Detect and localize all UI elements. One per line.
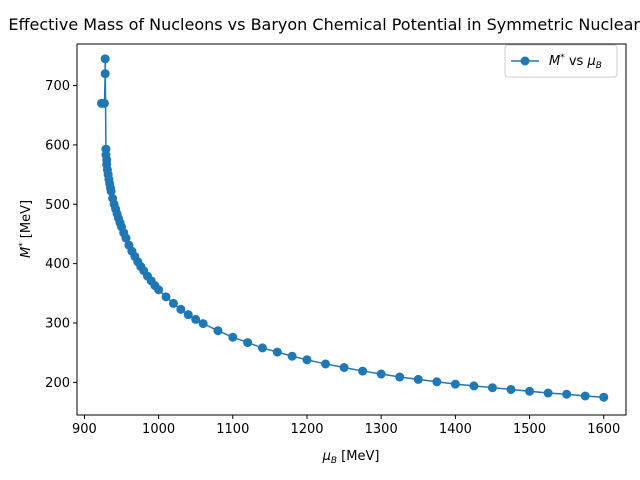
plot-frame <box>76 43 627 416</box>
legend-sup: * <box>560 53 565 63</box>
data-point <box>257 343 267 353</box>
data-point <box>562 389 572 399</box>
x-axis-label-unit: [MeV] <box>337 449 379 464</box>
data-point <box>106 186 116 196</box>
data-point <box>580 391 590 401</box>
data-point <box>432 377 442 387</box>
x-tick-label: 1200 <box>290 422 323 437</box>
y-tick-label: 600 <box>45 138 70 153</box>
data-point <box>469 381 479 391</box>
data-point <box>450 379 460 389</box>
data-point <box>243 338 253 348</box>
x-axis-label-symbol: μ <box>322 449 331 464</box>
data-point <box>321 359 331 369</box>
x-ticks: 900 1000 1100 1200 1300 1400 1500 1600 <box>72 415 620 437</box>
data-point <box>154 285 164 295</box>
data-point <box>543 388 553 398</box>
y-tick-label: 700 <box>45 79 70 94</box>
data-point <box>395 372 405 382</box>
legend-marker-swatch <box>520 56 530 66</box>
legend-entry-label: M* vs μB <box>549 53 602 71</box>
data-point <box>413 374 423 384</box>
data-point <box>358 366 368 376</box>
data-point <box>99 98 109 108</box>
y-axis-label-symbol: M <box>19 247 34 258</box>
y-axis-label: M* [MeV] <box>18 200 34 258</box>
y-tick-label: 500 <box>45 198 70 213</box>
x-axis-label: μB [MeV] <box>322 449 380 466</box>
y-tick-label: 200 <box>45 376 70 391</box>
plot-area: 900 1000 1100 1200 1300 1400 1500 1600 200 300 40… <box>45 43 627 437</box>
y-tick-label: 400 <box>45 257 70 272</box>
x-tick-label: 1400 <box>439 422 472 437</box>
data-point <box>272 347 282 357</box>
y-axis-label-unit: [MeV] <box>19 200 34 242</box>
chart-title: Effective Mass of Nucleons vs Baryon Che… <box>8 15 640 34</box>
data-point <box>506 384 516 394</box>
data-point <box>525 386 535 396</box>
data-point <box>168 298 178 308</box>
legend: M* vs μB <box>504 44 618 78</box>
legend-sub: B <box>596 61 602 71</box>
legend-m: M <box>549 54 560 69</box>
y-tick-label: 300 <box>45 316 70 331</box>
legend-mu: μ <box>586 54 595 69</box>
data-point <box>191 314 201 324</box>
data-point <box>100 54 110 64</box>
data-point <box>228 332 238 342</box>
data-point <box>487 383 497 393</box>
y-axis-label-superscript: * <box>18 242 28 247</box>
x-tick-label: 1100 <box>216 422 249 437</box>
data-point <box>183 310 193 320</box>
data-point <box>287 351 297 361</box>
data-point <box>599 392 609 402</box>
x-tick-label: 1300 <box>365 422 398 437</box>
data-point <box>100 69 110 79</box>
legend-box <box>504 44 618 78</box>
data-point <box>213 326 223 336</box>
data-point <box>376 369 386 379</box>
data-point <box>339 363 349 373</box>
data-point <box>121 233 131 243</box>
x-axis-label-subscript: B <box>331 456 337 466</box>
data-point <box>176 304 186 314</box>
x-tick-label: 900 <box>72 422 97 437</box>
y-ticks: 200 300 400 500 600 700 <box>45 79 77 391</box>
x-tick-label: 1600 <box>587 422 620 437</box>
data-point <box>161 292 171 302</box>
data-point <box>198 319 208 329</box>
series-group <box>96 54 609 402</box>
data-point <box>302 355 312 365</box>
x-tick-label: 1500 <box>513 422 546 437</box>
legend-vs: vs <box>565 54 588 69</box>
series-line <box>101 58 604 398</box>
x-tick-label: 1000 <box>142 422 175 437</box>
